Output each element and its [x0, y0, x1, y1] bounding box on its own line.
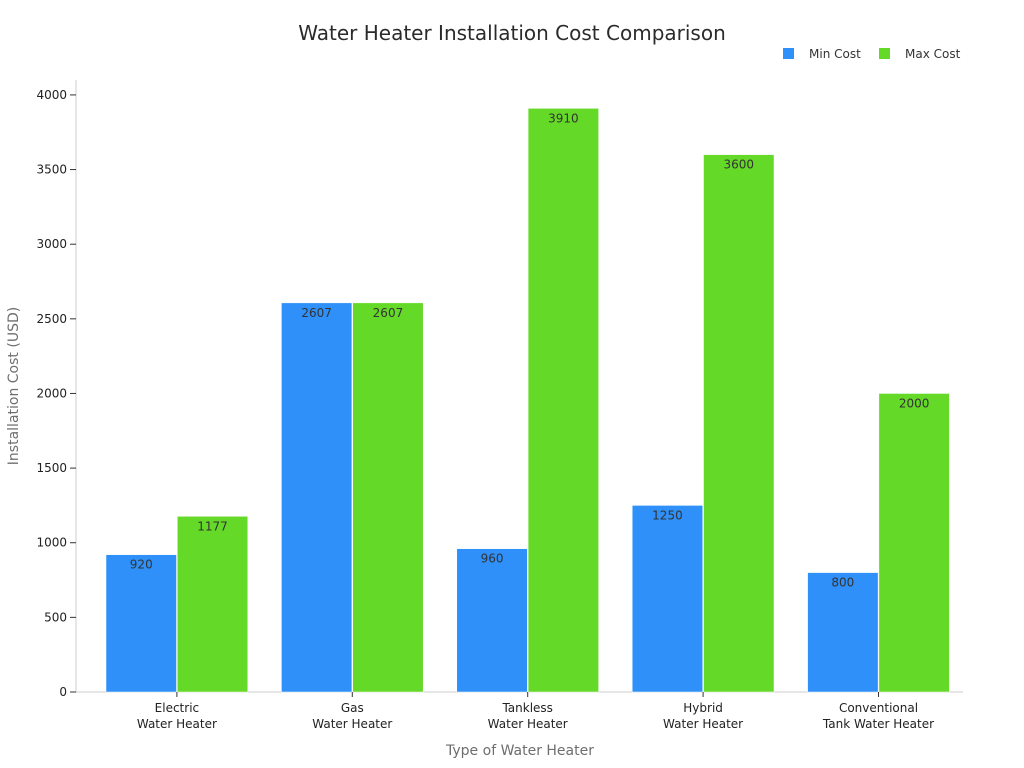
- legend-label-min-cost: Min Cost: [809, 47, 861, 61]
- x-tick-label-hybrid-water-heater: Hybrid Water Heater: [663, 701, 743, 731]
- y-tick-label: 1000: [36, 536, 67, 550]
- x-tick-label-line: Hybrid: [683, 701, 723, 715]
- legend: Min Cost Max Cost: [783, 47, 961, 61]
- bar-min-cost-electric-water-heater: [105, 554, 177, 693]
- bars: [105, 108, 950, 693]
- x-tick-label-line: Water Heater: [663, 717, 743, 731]
- legend-item-max-cost: Max Cost: [879, 47, 961, 61]
- legend-label-max-cost: Max Cost: [905, 47, 961, 61]
- bar-max-cost-gas-water-heater: [352, 302, 424, 693]
- x-tick-label-line: Conventional: [839, 701, 918, 715]
- legend-swatch-min-cost: [783, 48, 794, 59]
- y-tick-label: 1500: [36, 461, 67, 475]
- data-label-max-cost-electric-water-heater: 1177: [197, 519, 228, 533]
- legend-item-min-cost: Min Cost: [783, 47, 861, 61]
- x-tick-label-line: Electric: [155, 701, 199, 715]
- bar-min-cost-conventional-tank-water-heater: [807, 572, 879, 693]
- y-tick-label: 2500: [36, 312, 67, 326]
- bar-max-cost-electric-water-heater: [177, 516, 249, 693]
- y-tick-label: 3000: [36, 237, 67, 251]
- data-label-min-cost-electric-water-heater: 920: [130, 558, 153, 572]
- data-label-min-cost-hybrid-water-heater: 1250: [652, 508, 683, 522]
- y-tick-label: 2000: [36, 386, 67, 400]
- data-labels: 920 1177 2607 2607 960 3910 1250 3600 800 2000: [130, 111, 930, 589]
- x-tick-label-line: Water Heater: [488, 717, 568, 731]
- y-tick-label: 4000: [36, 88, 67, 102]
- data-label-max-cost-conventional-tank-water-heater: 2000: [899, 396, 930, 410]
- x-tick-label-line: Water Heater: [312, 717, 392, 731]
- data-label-min-cost-conventional-tank-water-heater: 800: [831, 576, 854, 590]
- x-tick-label-electric-water-heater: Electric Water Heater: [137, 701, 217, 731]
- x-tick-label-tankless-water-heater: Tankless Water Heater: [488, 701, 568, 731]
- y-tick-label: 500: [44, 610, 67, 624]
- x-tick-label-line: Water Heater: [137, 717, 217, 731]
- data-label-max-cost-gas-water-heater: 2607: [373, 306, 404, 320]
- x-tick-label-conventional-tank-water-heater: Conventional Tank Water Heater: [822, 701, 934, 731]
- chart-title: Water Heater Installation Cost Compariso…: [298, 21, 726, 45]
- bar-min-cost-hybrid-water-heater: [631, 505, 703, 693]
- x-tick-label-line: Gas: [341, 701, 364, 715]
- y-axis-title: Installation Cost (USD): [6, 307, 22, 465]
- y-tick-label: 3500: [36, 163, 67, 177]
- bar-max-cost-hybrid-water-heater: [703, 154, 775, 693]
- data-label-max-cost-tankless-water-heater: 3910: [548, 111, 579, 125]
- data-label-min-cost-tankless-water-heater: 960: [481, 552, 504, 566]
- bar-min-cost-tankless-water-heater: [456, 548, 528, 693]
- x-tick-label-line: Tankless: [501, 701, 552, 715]
- y-axis-ticks: 0 500 1000 1500 2000 2500 3000 3500 4000: [36, 88, 76, 699]
- bar-min-cost-gas-water-heater: [281, 302, 353, 693]
- x-axis-title: Type of Water Heater: [445, 743, 594, 759]
- x-tick-label-gas-water-heater: Gas Water Heater: [312, 701, 392, 731]
- y-tick-label: 0: [59, 685, 67, 699]
- legend-swatch-max-cost: [879, 48, 890, 59]
- bar-max-cost-tankless-water-heater: [527, 108, 599, 693]
- data-label-min-cost-gas-water-heater: 2607: [301, 306, 332, 320]
- bar-max-cost-conventional-tank-water-heater: [878, 393, 950, 693]
- data-label-max-cost-hybrid-water-heater: 3600: [723, 158, 754, 172]
- x-tick-label-line: Tank Water Heater: [822, 717, 934, 731]
